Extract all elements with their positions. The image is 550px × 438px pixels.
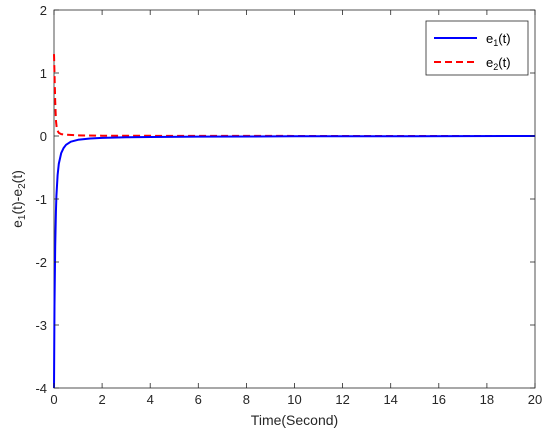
x-tick-label: 14: [383, 392, 397, 407]
x-tick-label: 4: [147, 392, 154, 407]
x-tick-label: 2: [98, 392, 105, 407]
legend-label-e2: e2(t): [486, 55, 511, 72]
series-line-e1: [53, 135, 536, 389]
y-tick-label: -3: [35, 318, 47, 333]
series-layer: [53, 54, 536, 389]
y-tick-label: -4: [35, 381, 47, 396]
x-tick-label: 20: [528, 392, 542, 407]
x-tick-label: 0: [50, 392, 57, 407]
y-axis-label: e1(t)-e2(t): [9, 170, 28, 228]
x-tick-label: 16: [432, 392, 446, 407]
x-tick-label: 6: [195, 392, 202, 407]
legend: e1(t) e2(t): [425, 20, 529, 76]
x-tick-label: 12: [335, 392, 349, 407]
y-tick-label: 0: [40, 129, 47, 144]
x-tick-label: 18: [480, 392, 494, 407]
y-axis-label-subscript: 2: [17, 183, 28, 189]
y-tick-label: 1: [40, 66, 47, 81]
x-tick-label: 8: [243, 392, 250, 407]
y-tick-label: -1: [35, 192, 47, 207]
series-line-e2: [53, 54, 536, 137]
legend-label-e1: e1(t): [486, 31, 511, 48]
y-axis-label-subscript: 1: [17, 214, 28, 220]
legend-box: [425, 20, 529, 76]
x-axis-label: Time(Second): [251, 412, 338, 428]
y-axis-label-part: e: [9, 220, 25, 228]
x-tick-label: 10: [287, 392, 301, 407]
y-tick-label: -2: [35, 255, 47, 270]
y-tick-label: 2: [40, 3, 47, 18]
y-axis-label-part: (t): [9, 170, 25, 183]
y-axis-label-part: (t)-e: [9, 189, 25, 215]
